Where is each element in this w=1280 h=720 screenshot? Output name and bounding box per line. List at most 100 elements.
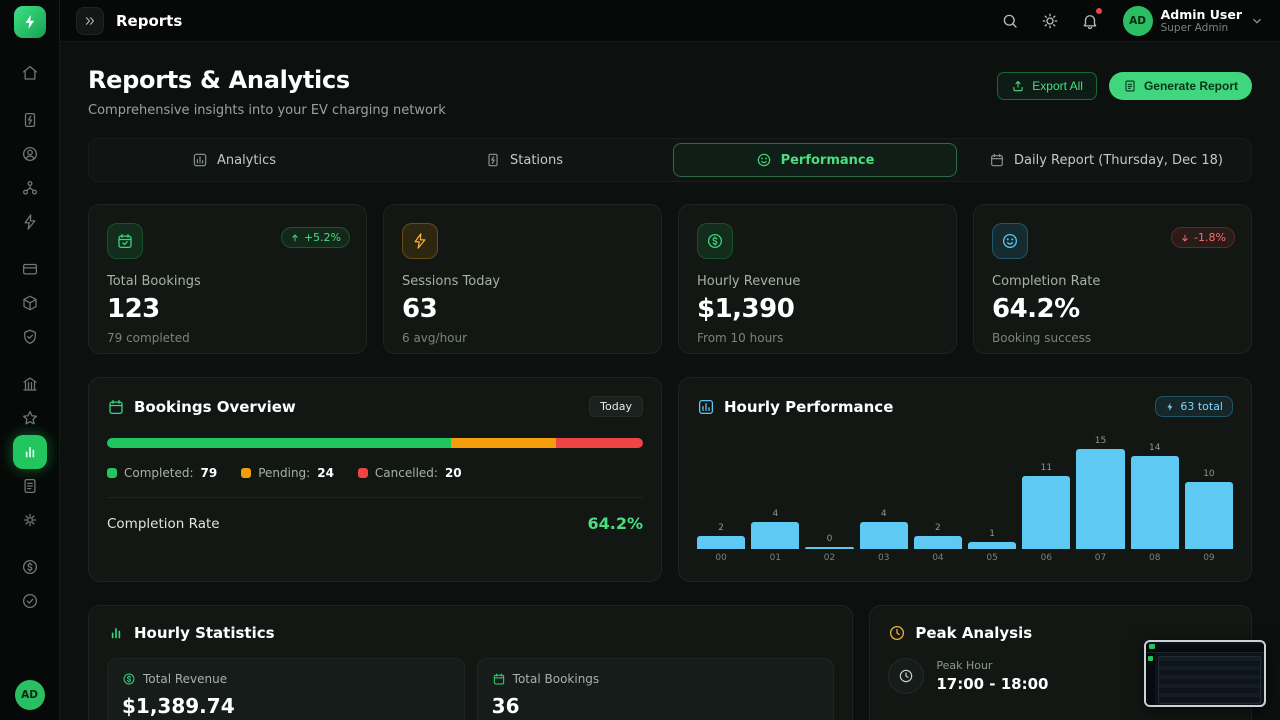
- tab-daily-report[interactable]: Daily Report (Thursday, Dec 18): [965, 143, 1247, 177]
- page-header: Reports & Analytics Comprehensive insigh…: [88, 66, 1252, 118]
- legend-swatch: [241, 468, 252, 478]
- user-menu[interactable]: AD Admin User Super Admin: [1122, 5, 1264, 36]
- bookings-legend: Completed: 79 Pending: 24 Cancelled: 20: [107, 466, 643, 480]
- topbar-actions: AD Admin User Super Admin: [999, 5, 1264, 36]
- stat-label: Total Bookings: [107, 274, 201, 289]
- legend-swatch: [357, 468, 368, 478]
- tab-label: Performance: [780, 152, 875, 168]
- bolt-icon: [402, 223, 438, 259]
- document-list-icon: [21, 477, 39, 495]
- total-bookings-card: Total Bookings 36: [476, 658, 835, 720]
- sun-icon: [1041, 12, 1059, 30]
- bolt-icon: [1165, 402, 1175, 412]
- sidebar-item-reports[interactable]: [12, 435, 47, 469]
- sidebar-nav: [12, 56, 47, 618]
- today-badge: Today: [589, 396, 643, 417]
- sidebar-item-payments[interactable]: [13, 252, 47, 286]
- export-all-label: Export All: [1032, 79, 1083, 93]
- export-all-button[interactable]: Export All: [997, 72, 1097, 100]
- preview-sidebar: [1146, 653, 1155, 705]
- calendar-icon: [107, 398, 125, 416]
- calendar-icon: [989, 152, 1005, 168]
- upload-icon: [1011, 79, 1025, 93]
- charger-icon: [21, 111, 39, 129]
- sidebar-item-account[interactable]: [13, 137, 47, 171]
- legend-item-completed: Completed: 79: [107, 466, 217, 480]
- stat-label: Hourly Revenue: [697, 274, 801, 289]
- tab-performance[interactable]: Performance: [673, 143, 957, 177]
- stat-cards: +5.2% Total Bookings 123 79 completed Se…: [88, 204, 1252, 354]
- generate-report-button[interactable]: Generate Report: [1108, 72, 1252, 100]
- bar-chart-icon: [192, 152, 208, 168]
- sidebar-item-favorites[interactable]: [13, 401, 47, 435]
- stat-label: Sessions Today: [402, 274, 501, 289]
- total-sessions-badge: 63 total: [1155, 396, 1233, 417]
- sidebar-item-chargers[interactable]: [13, 103, 47, 137]
- hourly-performance-title: Hourly Performance: [724, 397, 894, 416]
- sidebar-item-inventory[interactable]: [13, 286, 47, 320]
- chevron-down-icon: [1250, 14, 1264, 28]
- sidebar-item-users[interactable]: [13, 171, 47, 205]
- total-bookings-value: 36: [491, 694, 520, 718]
- sidebar-expand-button[interactable]: [76, 6, 104, 35]
- chart-bar-column: 4 03: [859, 431, 908, 563]
- sidebar-item-approvals[interactable]: [13, 584, 47, 618]
- stat-card-total-bookings: +5.2% Total Bookings 123 79 completed: [88, 204, 367, 354]
- chart-bar-column: 0 02: [805, 431, 854, 563]
- progress-segment-completed: [107, 438, 452, 448]
- user-role: Super Admin: [1160, 21, 1229, 34]
- stat-value: 123: [107, 294, 160, 324]
- calendar-icon: [492, 672, 506, 686]
- completion-rate-label: Completion Rate: [107, 515, 220, 532]
- tab-analytics[interactable]: Analytics: [93, 143, 375, 177]
- theme-toggle-button[interactable]: [1039, 10, 1061, 32]
- clock-icon: [888, 624, 906, 642]
- stat-card-completion-rate: -1.8% Completion Rate 64.2% Booking succ…: [973, 204, 1252, 354]
- total-revenue-value: $1,389.74: [122, 694, 235, 718]
- tab-label: Stations: [510, 152, 563, 168]
- stat-sub: From 10 hours: [697, 331, 784, 345]
- search-icon: [1001, 12, 1019, 30]
- notifications-button[interactable]: [1079, 7, 1102, 32]
- bar-chart-icon: [107, 624, 125, 642]
- page-subtitle: Comprehensive insights into your EV char…: [88, 103, 446, 118]
- package-icon: [21, 294, 39, 312]
- sidebar-item-billing[interactable]: [13, 550, 47, 584]
- search-button[interactable]: [999, 10, 1021, 32]
- sidebar-item-settings[interactable]: [13, 503, 47, 537]
- total-bookings-label: Total Bookings: [512, 672, 600, 686]
- tab-stations[interactable]: Stations: [383, 143, 665, 177]
- sidebar-item-logs[interactable]: [13, 469, 47, 503]
- peak-hour-value: 17:00 - 18:00: [936, 675, 1049, 693]
- total-revenue-label: Total Revenue: [143, 672, 228, 686]
- document-icon: [1123, 79, 1137, 93]
- chart-bar-column: 4 01: [751, 431, 800, 563]
- sidebar-item-home[interactable]: [13, 56, 47, 90]
- bookings-overview-title: Bookings Overview: [134, 397, 296, 416]
- sidebar-item-sessions[interactable]: [13, 205, 47, 239]
- sidebar: AD: [0, 0, 60, 720]
- app-logo-bolt-icon[interactable]: [13, 6, 46, 38]
- user-circle-icon: [21, 145, 39, 163]
- user-name: Admin User: [1160, 6, 1242, 22]
- page-heading: Reports & Analytics: [88, 66, 350, 94]
- preview-topbar: [1146, 644, 1264, 653]
- hourly-performance-chart: 2 00 4 01 0 02 4 03 2 04 1 05 11 06 15 07 14 08 10 09: [697, 431, 1234, 563]
- check-circle-icon: [21, 592, 39, 610]
- hourly-statistics-card: Hourly Statistics Total Revenue $1,389.7…: [88, 605, 854, 720]
- activity-chart-icon: [697, 398, 715, 416]
- sidebar-item-security[interactable]: [13, 320, 47, 354]
- sidebar-item-stations[interactable]: [13, 367, 47, 401]
- screen-preview-thumbnail[interactable]: [1144, 640, 1266, 707]
- peak-analysis-title: Peak Analysis: [915, 624, 1033, 642]
- chart-bar-column: 15 07: [1076, 431, 1125, 563]
- stat-value: 63: [402, 294, 438, 324]
- smiley-icon: [992, 223, 1028, 259]
- bookings-progress-bar: [107, 438, 643, 448]
- report-tabs: Analytics Stations Performance Daily Rep…: [88, 138, 1252, 182]
- sidebar-avatar[interactable]: AD: [14, 680, 45, 710]
- chart-bar-column: 10 09: [1184, 431, 1234, 563]
- dollar-circle-icon: [122, 672, 136, 686]
- total-revenue-card: Total Revenue $1,389.74: [107, 658, 465, 720]
- dollar-coin-icon: [21, 558, 39, 576]
